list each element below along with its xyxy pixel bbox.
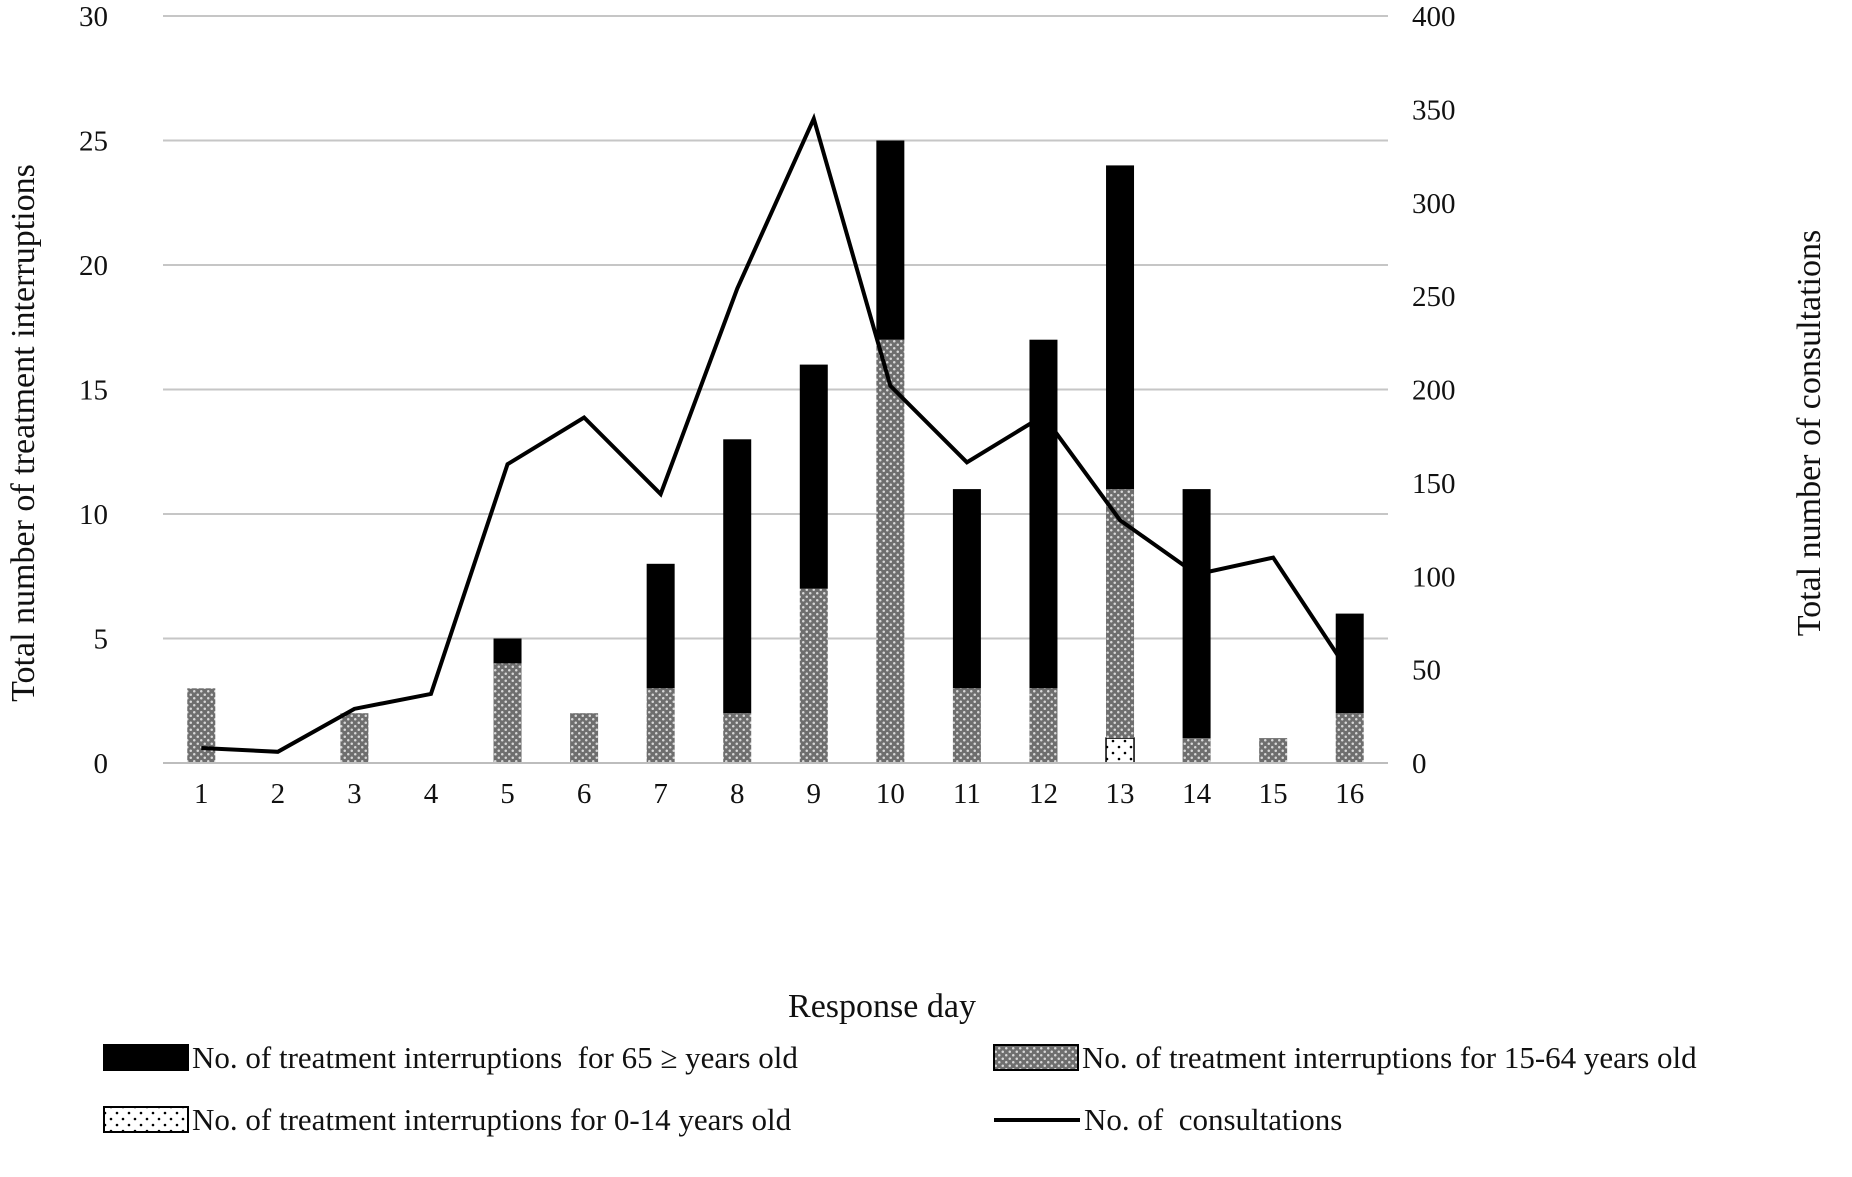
bar-day3-series1 <box>340 713 369 763</box>
bar-day7-series1 <box>646 688 675 763</box>
right-tick-label: 200 <box>1412 375 1456 407</box>
left-tick-label: 15 <box>79 375 108 407</box>
x-axis-title: Response day <box>788 988 976 1025</box>
bar-day7-series2 <box>646 563 675 689</box>
legend-label-consultations: No. of consultations <box>1084 1102 1342 1137</box>
bar-day13-series2 <box>1106 165 1135 490</box>
right-tick-label: 0 <box>1412 748 1427 780</box>
legend-label-15-64: No. of treatment interruptions for 15-64… <box>1082 1040 1697 1075</box>
right-tick-label: 50 <box>1412 655 1441 687</box>
left-tick-label: 0 <box>94 748 109 780</box>
legend: No. of treatment interruptions for 65 ≥ … <box>103 1040 1697 1137</box>
x-tick-label: 16 <box>1335 778 1364 810</box>
x-tick-label: 5 <box>500 778 515 810</box>
x-tick-label: 10 <box>876 778 905 810</box>
bar-day10-series1 <box>876 339 905 763</box>
legend-label-65plus: No. of treatment interruptions for 65 ≥ … <box>192 1040 798 1075</box>
legend-swatch-15-64 <box>993 1044 1079 1071</box>
x-axis-ticks: 1 2 3 4 5 6 7 8 9 10 11 12 13 14 15 16 <box>194 778 1364 810</box>
right-tick-label: 300 <box>1412 188 1456 220</box>
bar-day1-series1 <box>187 688 216 763</box>
x-tick-label: 6 <box>577 778 592 810</box>
bar-day15-series1 <box>1259 738 1288 763</box>
right-tick-label: 150 <box>1412 468 1456 500</box>
x-tick-label: 8 <box>730 778 745 810</box>
x-tick-label: 7 <box>653 778 668 810</box>
legend-label-0-14: No. of treatment interruptions for 0-14 … <box>192 1102 792 1137</box>
bar-day5-series1 <box>493 663 522 763</box>
y-axis-title-left: Total number of treatment interruptions <box>5 164 42 702</box>
x-tick-label: 1 <box>194 778 209 810</box>
x-tick-label: 13 <box>1106 778 1135 810</box>
bar-day11-series1 <box>952 688 981 763</box>
bar-day10-series2 <box>876 140 905 340</box>
right-tick-label: 250 <box>1412 281 1456 313</box>
left-tick-label: 25 <box>79 126 108 158</box>
right-tick-label: 350 <box>1412 94 1456 126</box>
x-tick-label: 11 <box>953 778 981 810</box>
x-tick-label: 3 <box>347 778 362 810</box>
legend-swatch-65plus <box>103 1044 189 1071</box>
x-tick-label: 12 <box>1029 778 1058 810</box>
bar-day8-series2 <box>723 439 752 714</box>
left-tick-label: 10 <box>79 499 108 531</box>
x-tick-label: 14 <box>1182 778 1212 810</box>
x-tick-label: 2 <box>271 778 286 810</box>
right-tick-label: 100 <box>1412 561 1456 593</box>
bar-day9-series2 <box>799 364 828 589</box>
right-axis-ticks: 0 50 100 150 200 250 300 350 400 <box>1412 1 1456 780</box>
bar-day5-series2 <box>493 638 522 664</box>
right-tick-label: 400 <box>1412 1 1456 33</box>
bar-day16-series1 <box>1335 713 1364 763</box>
left-tick-label: 20 <box>79 250 108 282</box>
bars <box>187 140 1364 764</box>
bar-day12-series1 <box>1029 688 1058 763</box>
bar-day14-series2 <box>1182 489 1211 739</box>
left-tick-label: 30 <box>79 1 108 33</box>
left-tick-label: 5 <box>94 624 109 656</box>
legend-swatch-0-14 <box>103 1106 189 1133</box>
bar-day8-series1 <box>723 713 752 763</box>
consultations-polyline <box>201 112 1352 754</box>
x-tick-label: 4 <box>424 778 439 810</box>
bar-day13-series1 <box>1106 489 1135 739</box>
x-tick-label: 15 <box>1259 778 1288 810</box>
x-tick-label: 9 <box>807 778 822 810</box>
y-axis-title-right: Total number of consultations <box>1791 230 1828 637</box>
bar-day6-series1 <box>570 713 599 763</box>
bar-day12-series2 <box>1029 339 1058 689</box>
bar-day9-series1 <box>799 588 828 763</box>
bar-day14-series1 <box>1182 738 1211 763</box>
left-axis-ticks: 0 5 10 15 20 25 30 <box>79 1 108 780</box>
bar-day11-series2 <box>952 489 981 689</box>
consultations-line <box>201 112 1352 754</box>
bar-day13-series0 <box>1105 737 1135 764</box>
bar-day16-series2 <box>1335 613 1364 714</box>
